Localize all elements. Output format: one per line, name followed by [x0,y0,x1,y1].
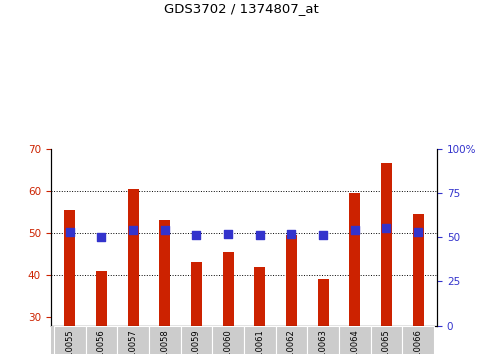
Bar [307,326,339,354]
Text: GSM310062: GSM310062 [287,330,296,354]
Bar [286,235,297,326]
Text: GSM310055: GSM310055 [65,330,74,354]
Bar [254,267,265,326]
Bar [85,326,117,354]
Bar [402,326,434,354]
Bar [339,326,370,354]
Bar [181,326,212,354]
Text: GSM310058: GSM310058 [160,330,169,354]
Text: GSM310063: GSM310063 [319,330,327,354]
Point [129,227,137,233]
Point [224,231,232,236]
Bar [412,214,424,326]
Bar [317,279,328,326]
Text: GSM310065: GSM310065 [382,330,391,354]
Point [98,234,105,240]
Bar [149,326,181,354]
Bar [191,262,202,326]
Bar [223,252,234,326]
Bar [128,189,139,326]
Point [351,227,359,233]
Point [193,233,200,238]
Bar [244,326,276,354]
Bar [64,210,75,326]
Point [319,233,327,238]
Point [414,229,422,235]
Point [383,225,390,231]
Point [287,231,295,236]
Text: GDS3702 / 1374807_at: GDS3702 / 1374807_at [164,2,319,15]
Text: GSM310066: GSM310066 [413,330,423,354]
Bar [96,271,107,326]
Bar [276,326,307,354]
Bar [212,326,244,354]
Bar [117,326,149,354]
Text: GSM310056: GSM310056 [97,330,106,354]
Bar [370,326,402,354]
Text: GSM310064: GSM310064 [350,330,359,354]
Text: GSM310061: GSM310061 [255,330,264,354]
Bar [54,326,85,354]
Text: GSM310057: GSM310057 [128,330,138,354]
Text: GSM310060: GSM310060 [224,330,233,354]
Point [161,227,169,233]
Bar [381,164,392,326]
Point [256,233,264,238]
Bar [349,193,360,326]
Text: GSM310059: GSM310059 [192,330,201,354]
Bar [159,220,170,326]
Point [66,229,73,235]
